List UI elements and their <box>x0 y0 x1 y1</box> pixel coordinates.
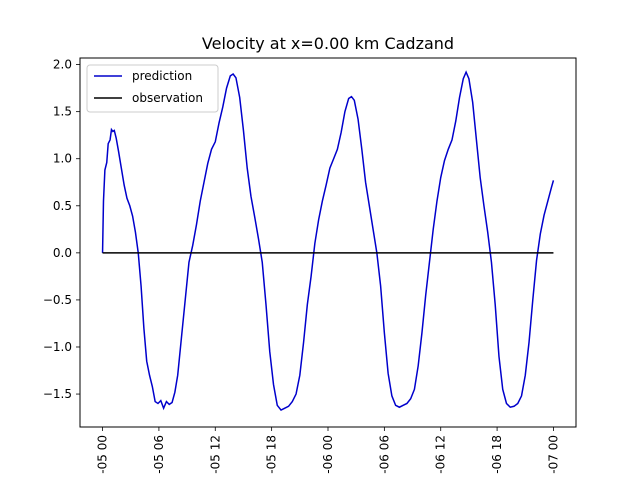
y-tick-label: −0.5 <box>43 293 72 307</box>
x-axis: -05 00 -05 06 -05 12 -05 18 -06 00 -06 06 -06 … <box>96 427 560 474</box>
y-tick-label: 0.5 <box>53 199 72 213</box>
y-tick-label: 1.0 <box>53 152 72 166</box>
x-tick-label: -07 00 <box>546 435 560 474</box>
y-tick-label: 2.0 <box>53 58 72 72</box>
plot-frame <box>79 57 577 428</box>
plot-area <box>101 70 555 412</box>
x-tick-label: -06 18 <box>490 435 504 474</box>
x-tick-label: -06 00 <box>321 435 335 474</box>
x-tick-label: -06 06 <box>377 435 391 474</box>
y-axis: −1.5 −1.0 −0.5 0.0 0.5 1.0 1.5 2.0 <box>43 58 80 401</box>
series-line-prediction <box>101 70 555 412</box>
x-tick-label: -05 12 <box>208 435 222 474</box>
legend: prediction observation <box>86 64 219 113</box>
legend-label-observation: observation <box>132 91 203 105</box>
x-tick-label: -05 00 <box>96 435 110 474</box>
chart-title: Velocity at x=0.00 km Cadzand <box>202 34 454 53</box>
x-tick-label: -05 06 <box>152 435 166 474</box>
legend-label-prediction: prediction <box>132 69 192 83</box>
y-tick-label: −1.0 <box>43 340 72 354</box>
y-tick-label: −1.5 <box>43 387 72 401</box>
y-tick-label: 1.5 <box>53 105 72 119</box>
x-tick-label: -06 12 <box>434 435 448 474</box>
y-tick-label: 0.0 <box>53 246 72 260</box>
x-tick-label: -05 18 <box>265 435 279 474</box>
